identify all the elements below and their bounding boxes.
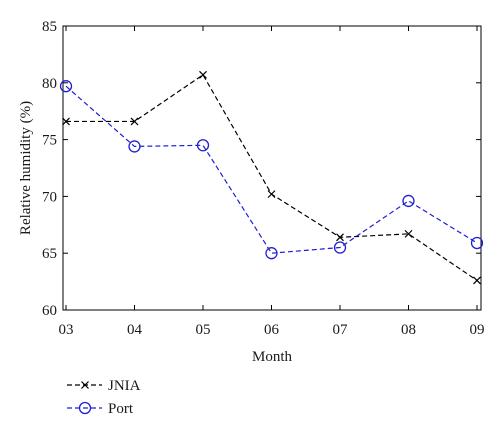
legend: JNIA Port — [67, 378, 141, 417]
y-axis-label: Relative humidity (%) — [18, 101, 34, 235]
x-tick-label: 03 — [59, 322, 74, 338]
data-point-port — [59, 80, 73, 93]
data-point-jnia — [199, 70, 207, 79]
data-point-port — [128, 140, 141, 153]
x-tick-label: 07 — [333, 322, 349, 338]
x-tick-label: 05 — [196, 322, 211, 338]
data-point-jnia — [130, 117, 139, 126]
data-point-port — [402, 194, 415, 208]
legend-marker-jnia — [81, 381, 89, 389]
data-point-jnia — [473, 276, 481, 285]
x-tick-label: 06 — [264, 322, 280, 338]
plot-area-frame — [62, 25, 482, 311]
x-tick-label: 09 — [470, 322, 485, 338]
y-axis-ticks: 60 65 70 75 80 85 — [42, 19, 481, 319]
legend-label-jnia: JNIA — [108, 378, 141, 394]
data-point-port — [265, 247, 278, 260]
data-point-jnia — [62, 117, 70, 126]
x-tick-label: 04 — [127, 322, 143, 338]
series-layer — [59, 70, 484, 285]
legend-item-port: Port — [67, 401, 134, 417]
legend-marker-port — [78, 401, 92, 415]
series-line-jnia — [66, 73, 478, 281]
y-tick-label: 75 — [42, 133, 57, 149]
y-tick-label: 65 — [42, 246, 57, 262]
data-point-jnia — [267, 190, 276, 199]
data-point-jnia — [336, 233, 344, 242]
legend-label-port: Port — [108, 401, 134, 417]
data-point-port — [196, 139, 210, 152]
series-line-port — [65, 85, 478, 254]
y-tick-label: 80 — [42, 76, 57, 92]
x-axis-label: Month — [252, 349, 293, 365]
y-tick-label: 85 — [42, 19, 57, 35]
y-tick-label: 70 — [42, 189, 57, 205]
x-tick-label: 08 — [401, 322, 416, 338]
x-axis-ticks: 03 04 05 06 07 08 09 — [59, 26, 485, 338]
data-point-port — [470, 236, 484, 250]
y-tick-label: 60 — [42, 303, 57, 319]
data-point-port — [333, 241, 347, 254]
legend-item-jnia: JNIA — [67, 378, 141, 394]
data-point-jnia — [404, 229, 413, 238]
